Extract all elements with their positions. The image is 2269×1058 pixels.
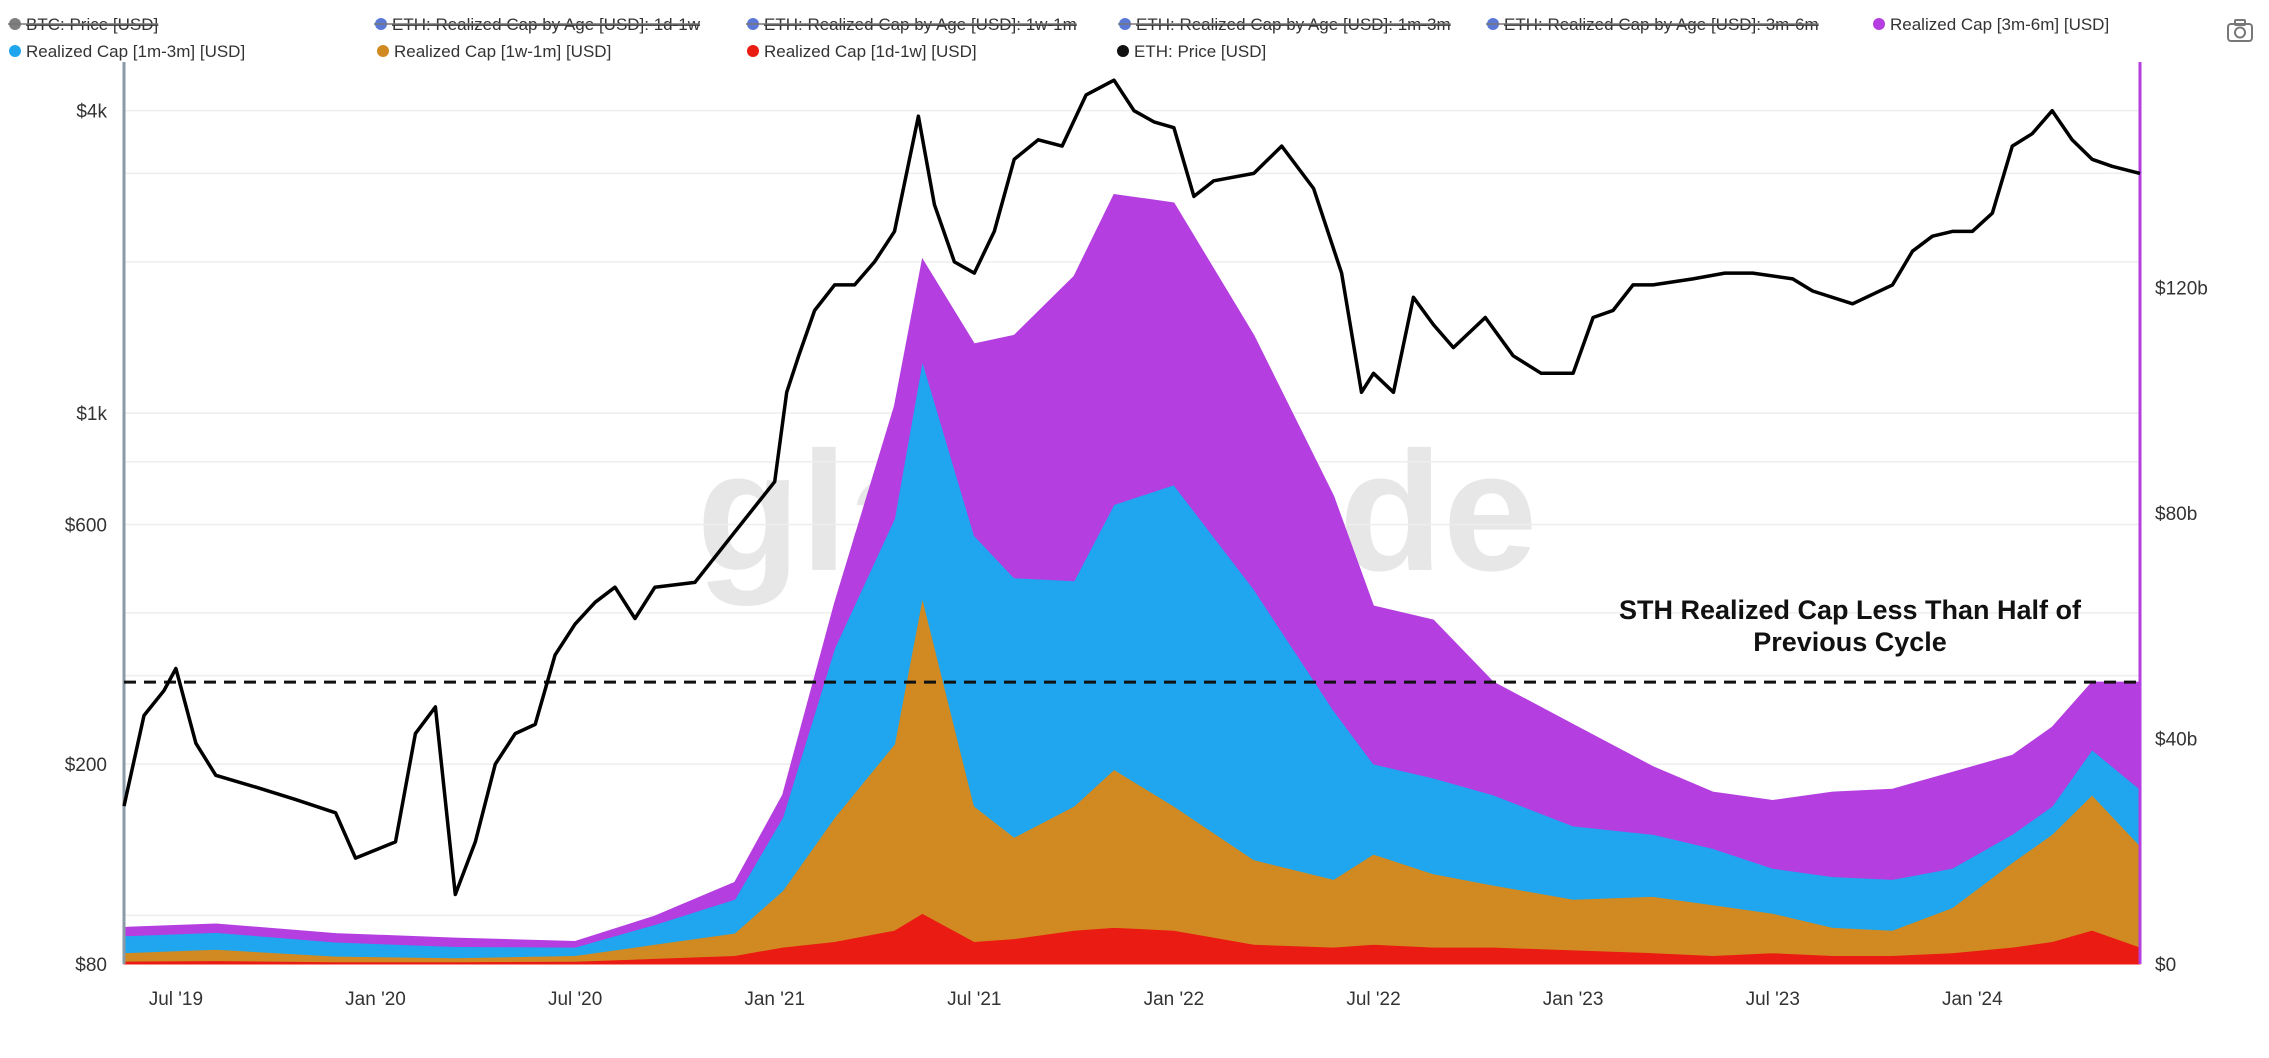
right-tick-label: $40b [2155, 730, 2197, 751]
legend-marker [1117, 45, 1129, 57]
eth-price-line [122, 78, 2141, 897]
left-tick-label: $200 [65, 755, 107, 776]
legend-marker [377, 45, 389, 57]
left-axis-ticks: $4k $1k $600 $200 $80 [65, 102, 108, 976]
x-tick-label: Jul '22 [1346, 989, 1400, 1010]
right-tick-label: $0 [2155, 955, 2176, 976]
left-tick-label: $600 [65, 515, 107, 536]
legend-label: Realized Cap [1m-3m] [USD] [26, 42, 245, 61]
legend-marker [1873, 18, 1885, 30]
left-tick-label: $1k [76, 404, 107, 425]
stacked-areas [123, 193, 2141, 965]
x-tick-label: Jan '24 [1942, 989, 2003, 1010]
legend-item[interactable]: ETH: Realized Cap by Age [USD]: 1m-3m [1118, 15, 1451, 34]
legend-label: ETH: Price [USD] [1134, 42, 1266, 61]
right-tick-label: $120b [2155, 279, 2208, 300]
x-tick-label: Jul '21 [947, 989, 1001, 1010]
legend-item[interactable]: ETH: Realized Cap by Age [USD]: 3m-6m [1486, 15, 1819, 34]
legend-item[interactable]: Realized Cap [1d-1w] [USD] [747, 42, 977, 61]
annotation-line-2: Previous Cycle [1753, 627, 1947, 657]
legend-label: Realized Cap [3m-6m] [USD] [1890, 15, 2109, 34]
legend-item[interactable]: ETH: Realized Cap by Age [USD]: 1d-1w [374, 15, 701, 34]
left-tick-label: $80 [75, 955, 107, 976]
legend-item[interactable]: ETH: Realized Cap by Age [USD]: 1w-1m [746, 15, 1077, 34]
right-axis-ticks: $120b $80b $40b $0 [2155, 279, 2208, 977]
x-tick-label: Jul '20 [548, 989, 602, 1010]
x-tick-label: Jan '23 [1543, 989, 1604, 1010]
camera-icon[interactable] [2227, 19, 2253, 42]
x-tick-label: Jul '19 [149, 989, 203, 1010]
legend-item[interactable]: Realized Cap [1w-1m] [USD] [377, 42, 611, 61]
legend-label: Realized Cap [1d-1w] [USD] [764, 42, 977, 61]
legend-item[interactable]: ETH: Price [USD] [1117, 42, 1266, 61]
legend[interactable]: BTC: Price [USD] ETH: Realized Cap by Age… [8, 15, 2109, 61]
x-axis-ticks: Jul '19 Jan '20 Jul '20 Jan '21 Jul '21 Jan '… [149, 989, 2003, 1010]
right-tick-label: $80b [2155, 504, 2197, 525]
legend-label: Realized Cap [1w-1m] [USD] [394, 42, 611, 61]
annotation-line-1: STH Realized Cap Less Than Half of [1619, 595, 2082, 625]
legend-marker [9, 45, 21, 57]
x-tick-label: Jul '23 [1746, 989, 1800, 1010]
x-tick-label: Jan '21 [744, 989, 805, 1010]
legend-item[interactable]: BTC: Price [USD] [8, 15, 159, 34]
legend-marker [747, 45, 759, 57]
legend-item[interactable]: Realized Cap [1m-3m] [USD] [9, 42, 245, 61]
x-tick-label: Jan '20 [345, 989, 406, 1010]
left-tick-label: $4k [76, 102, 107, 123]
x-tick-label: Jan '22 [1144, 989, 1205, 1010]
legend-item[interactable]: Realized Cap [3m-6m] [USD] [1873, 15, 2109, 34]
